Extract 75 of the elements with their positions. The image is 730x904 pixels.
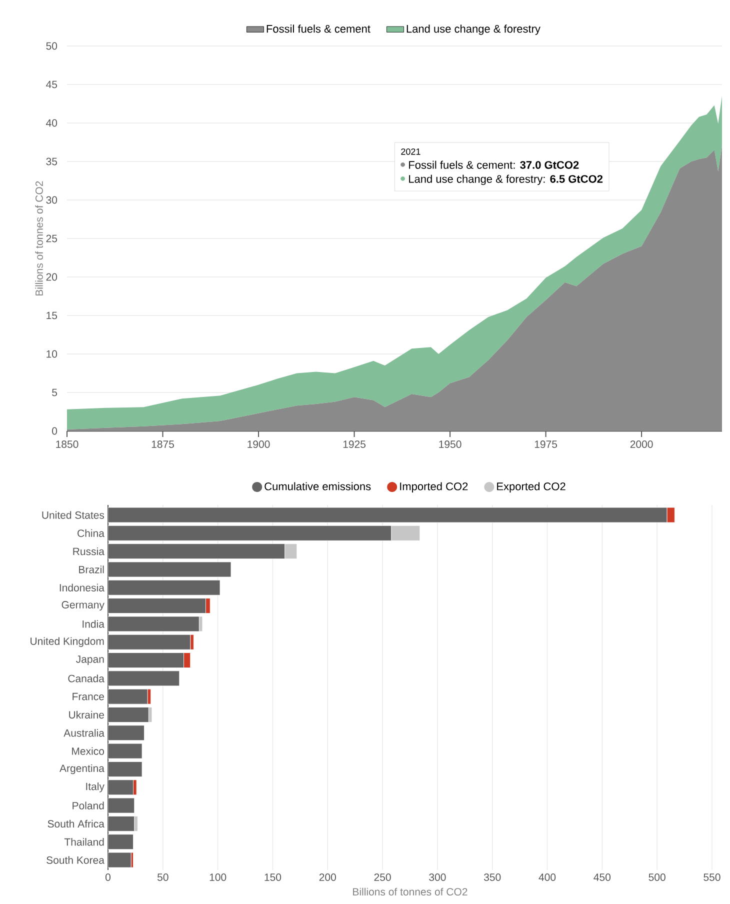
y-tick-label: 50 xyxy=(46,42,58,50)
y-tick-label: Thailand xyxy=(64,838,104,846)
x-tick-label: 250 xyxy=(374,874,391,881)
bar xyxy=(108,798,135,814)
y-tick-label: Argentina xyxy=(60,764,104,774)
annotation: 2021 xyxy=(401,148,420,155)
y-tick-label: Brazil xyxy=(79,566,104,574)
y-tick-label: United States xyxy=(42,511,104,519)
legend-label: Cumulative emissions xyxy=(264,482,371,490)
bar xyxy=(108,780,134,796)
x-tick-label: 1950 xyxy=(439,440,462,448)
y-tick-label: Japan xyxy=(76,656,104,665)
y-tick-label: Ukraine xyxy=(69,710,104,719)
annotation: Land use change & forestry: 6.5 GtCO2 xyxy=(409,174,603,186)
bar xyxy=(108,743,142,759)
bar xyxy=(108,707,149,722)
bar xyxy=(108,562,232,578)
bar xyxy=(108,616,200,632)
y-tick-label: 20 xyxy=(46,273,58,281)
y-tick-label: South Africa xyxy=(48,820,104,828)
annotation: Fossil fuels & cement: 37.0 GtCO2 xyxy=(409,160,579,169)
y-tick-label: Germany xyxy=(62,601,104,611)
bar xyxy=(108,762,142,777)
y-tick-label: 35 xyxy=(46,158,58,166)
bar xyxy=(108,688,148,704)
bar xyxy=(108,725,144,741)
y-tick-label: Italy xyxy=(86,782,104,792)
bar xyxy=(108,580,220,596)
y-tick-label: 5 xyxy=(52,388,58,396)
bar xyxy=(108,634,191,650)
x-tick-label: 1875 xyxy=(152,440,174,448)
y-tick-label: Russia xyxy=(73,547,104,556)
x-tick-label: 2000 xyxy=(630,440,653,448)
y-tick-label: United Kingdom xyxy=(30,637,104,647)
x-tick-label: 1850 xyxy=(56,440,78,448)
legend-label: Imported CO2 xyxy=(400,482,468,492)
y-tick-label: Poland xyxy=(72,802,104,810)
y-tick-label: France xyxy=(72,692,104,700)
x-tick-label: 1975 xyxy=(534,440,558,448)
x-tick-label: 500 xyxy=(648,874,666,881)
y-tick-label: 40 xyxy=(46,119,58,127)
legend-label: Fossil fuels & cement xyxy=(266,24,370,33)
x-tick-label: 0 xyxy=(105,874,111,881)
y-tick-label: India xyxy=(82,620,104,628)
bar xyxy=(108,670,180,686)
x-tick-label: 1900 xyxy=(248,440,270,448)
x-tick-label: 450 xyxy=(594,874,611,881)
legend-label: Land use change & forestry xyxy=(406,24,540,35)
x-axis-title: Billions of tonnes of CO2 xyxy=(353,888,468,896)
x-tick-label: 300 xyxy=(429,874,446,881)
x-tick-label: 1925 xyxy=(343,440,366,448)
y-tick-label: Mexico xyxy=(72,747,104,755)
y-tick-label: 10 xyxy=(46,350,58,358)
x-tick-label: 350 xyxy=(484,874,501,881)
y-tick-label: 0 xyxy=(52,427,58,435)
y-tick-label: 30 xyxy=(46,196,58,204)
bar xyxy=(108,834,134,850)
x-tick-label: 550 xyxy=(704,874,720,881)
x-tick-label: 400 xyxy=(538,874,556,881)
y-tick-label: Canada xyxy=(68,674,104,682)
x-tick-label: 200 xyxy=(319,874,336,881)
y-tick-label: Australia xyxy=(64,729,104,737)
bar xyxy=(108,852,132,868)
y-tick-label: 25 xyxy=(46,234,58,242)
x-tick-label: 100 xyxy=(210,874,226,881)
y-tick-label: 15 xyxy=(46,312,58,320)
y-tick-label: China xyxy=(78,529,104,538)
y-tick-label: Indonesia xyxy=(60,584,104,592)
y-axis-title: Billions of tonnes of CO2 xyxy=(35,181,43,296)
x-tick-label: 150 xyxy=(264,874,282,881)
y-tick-label: 45 xyxy=(46,80,58,88)
legend-label: Exported CO2 xyxy=(497,482,566,492)
x-tick-label: 50 xyxy=(157,874,168,881)
bar xyxy=(108,816,135,832)
y-tick-label: South Korea xyxy=(46,856,104,864)
